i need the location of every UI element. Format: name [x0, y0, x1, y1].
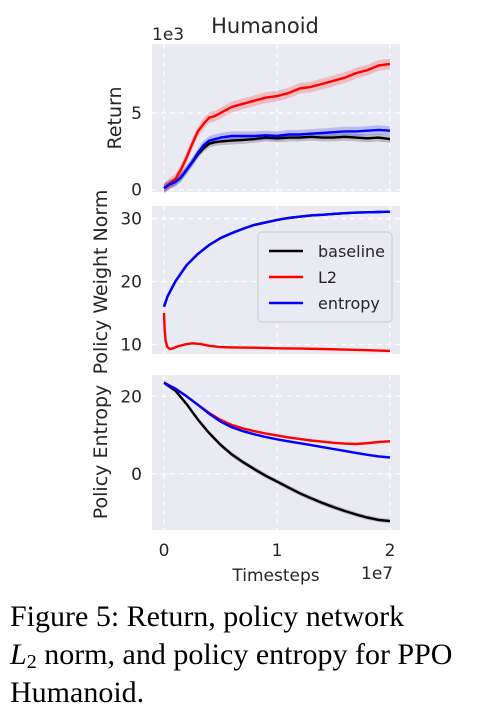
caption-lead: Figure 5: Return, policy network [10, 600, 405, 633]
series-line-entropy-return [163, 128, 391, 190]
chart-title: Humanoid [211, 14, 319, 38]
legend-label-entropy: entropy [318, 294, 380, 313]
y-axis-label-entropy: Policy Entropy [90, 385, 112, 520]
y-tick-label-weight-norm: 30 [120, 210, 142, 230]
legend-box [257, 231, 393, 323]
figure-chart: 0 5 10 20 30 0 20 0 1 2 Humanoid 1e3 Return Polic… [90, 14, 400, 586]
y-tick-label-entropy: 20 [120, 387, 142, 407]
series-line-L2-return [163, 62, 391, 190]
panel-return-background [152, 44, 400, 192]
y-scale-multiplier-return: 1e3 [152, 25, 184, 45]
series-lines [162, 62, 391, 523]
legend: baseline L2 entropy [257, 231, 393, 323]
series-line-entropy-weight-norm [162, 210, 391, 308]
y-tick-label-weight-norm: 10 [120, 336, 142, 356]
band-L2-return [164, 58, 390, 194]
y-tick-label-weight-norm: 20 [120, 273, 142, 293]
caption-math-symbol: L [10, 638, 27, 671]
x-scale-multiplier: 1e7 [361, 564, 393, 584]
series-line-entropy-entropy [163, 381, 391, 459]
x-tick-label: 2 [385, 541, 396, 561]
y-axis-label-return: Return [104, 86, 126, 149]
tick-labels: 0 5 10 20 30 0 20 0 1 2 [120, 104, 395, 561]
figure-caption: Figure 5: Return, policy network L2 norm,… [10, 598, 496, 712]
x-axis-label: Timesteps [231, 566, 319, 586]
legend-label-baseline: baseline [318, 242, 385, 261]
x-tick-label: 0 [159, 541, 170, 561]
y-axis-label-weight-norm: Policy Weight Norm [90, 190, 112, 375]
caption-math-subscript: 2 [26, 651, 37, 673]
y-tick-label-return: 5 [131, 104, 142, 124]
x-tick-label: 1 [272, 541, 283, 561]
series-line-L2-weight-norm [162, 313, 391, 353]
y-tick-label-entropy: 0 [131, 465, 142, 485]
y-tick-label-return: 0 [131, 181, 142, 201]
legend-label-l2: L2 [318, 268, 337, 287]
caption-rest: norm, and policy entropy for PPO Humanoi… [10, 638, 453, 709]
series-line-baseline-entropy [163, 381, 391, 523]
